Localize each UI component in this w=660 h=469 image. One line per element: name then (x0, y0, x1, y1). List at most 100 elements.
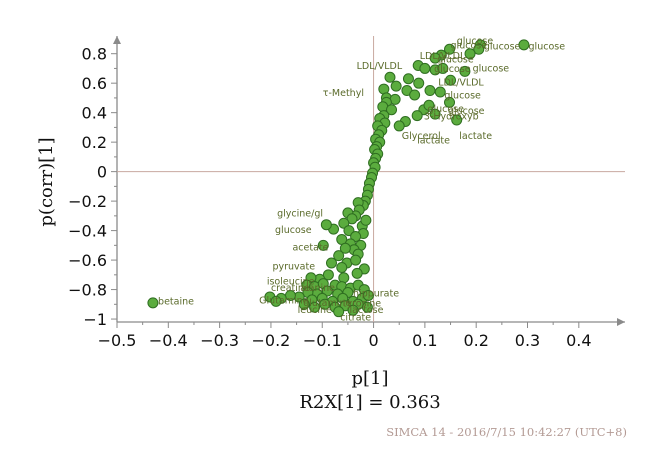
data-point (429, 52, 441, 64)
point-label: glucose (275, 225, 312, 236)
data-point (429, 108, 441, 120)
point-label: tyrosine (343, 299, 381, 310)
y-tick-label: −1 (83, 310, 107, 329)
data-point (270, 295, 282, 307)
data-point (309, 301, 321, 313)
y-tick-label: 0.2 (82, 133, 107, 152)
x-axis-label: p[1] (351, 368, 388, 389)
x-tick-label: −0.5 (98, 331, 137, 350)
point-label: alanine (300, 283, 335, 294)
data-point (444, 43, 456, 55)
data-point (386, 104, 398, 116)
data-point (419, 62, 431, 74)
x-tick-labels: −0.5 −0.4 −0.3 −0.2 −0.1 0 0.1 0.2 0.3 0.4 (98, 331, 592, 350)
y-tick-label: −0.8 (68, 281, 107, 300)
y-tick-label: −0.6 (68, 251, 107, 270)
y-tick-labels: −1 −0.8 −0.6 −0.4 −0.2 0 0.2 0.4 0.6 0.8 (68, 45, 107, 329)
data-point (423, 99, 435, 111)
point-label: τ-Methyl (323, 88, 364, 99)
point-label: lactate (417, 136, 450, 147)
data-point (437, 62, 449, 74)
x-tick-label: −0.2 (252, 331, 291, 350)
point-label: glycine/gl (277, 209, 323, 220)
x-tick-label: 0 (368, 331, 378, 350)
point-label: lactate (459, 131, 492, 142)
x-tick-label: 0.3 (515, 331, 540, 350)
data-point (384, 71, 396, 83)
data-point (393, 120, 405, 132)
point-label: hippurate (353, 288, 399, 299)
point-label: glucose (444, 91, 481, 102)
point-label: lactose (349, 305, 383, 316)
point-label: glucose (473, 63, 510, 74)
data-point (424, 85, 436, 97)
x-tick-label: 0.1 (412, 331, 437, 350)
point-label: glucose (529, 41, 566, 52)
data-point (321, 285, 333, 297)
x-tick-label: −0.3 (200, 331, 239, 350)
point-label: glucose (451, 41, 488, 52)
data-point (402, 73, 414, 85)
x-tick-label: −0.1 (303, 331, 342, 350)
point-label: creatine (271, 283, 310, 294)
data-point (333, 250, 345, 262)
y-axis-arrow (113, 36, 121, 44)
data-point (351, 267, 363, 279)
data-point (338, 217, 350, 229)
y-tick-label: 0.4 (82, 104, 107, 123)
data-point (409, 89, 421, 101)
x-tick-label: 0.2 (463, 331, 488, 350)
data-point (339, 242, 351, 254)
point-label: glucose (457, 36, 494, 47)
data-point (350, 254, 362, 266)
data-point (444, 96, 456, 108)
point-label: acetate (292, 243, 328, 254)
point-label: leucine (298, 305, 332, 316)
y-tick-label: 0 (97, 163, 107, 182)
software-footer: SIMCA 14 - 2016/7/15 10:42:27 (UTC+8) (386, 425, 627, 439)
x-axis-arrow (617, 318, 625, 326)
point-label: betaine (158, 296, 194, 307)
y-tick-label: −0.2 (68, 192, 107, 211)
point-label: LDL/VLDL (420, 51, 466, 62)
point-label: glucose (434, 64, 471, 75)
point-label: glucose (427, 104, 464, 115)
data-point (451, 114, 463, 126)
data-point (390, 80, 402, 92)
point-label: Glycerol (402, 131, 441, 142)
point-label: glucose (437, 55, 474, 66)
point-label: glutamine (303, 298, 351, 309)
data-point (411, 110, 423, 122)
data-point (317, 239, 329, 251)
point-label: isoleucine (267, 276, 315, 287)
r2x-label: R2X[1] = 0.363 (299, 392, 440, 413)
data-point (322, 269, 334, 281)
data-point (336, 261, 348, 273)
data-point (319, 298, 331, 310)
point-label: LDL/VLDL (438, 77, 484, 88)
x-tick-label: −0.4 (149, 331, 188, 350)
data-point (360, 214, 372, 226)
point-label: 3-Hydroxyb (424, 111, 479, 122)
point-label: glucose (484, 41, 521, 52)
point-label: Glutamine (259, 296, 308, 307)
data-point (473, 43, 485, 55)
y-axis-label: p(corr)[1] (36, 137, 57, 226)
data-points (147, 39, 530, 318)
data-point (298, 298, 310, 310)
y-tick-label: −0.4 (68, 222, 107, 241)
data-point (347, 304, 359, 316)
y-tick-label: 0.6 (82, 74, 107, 93)
data-point (361, 301, 373, 313)
data-point (147, 297, 159, 309)
point-label: pyruvate (272, 262, 315, 273)
data-point (333, 306, 345, 318)
point-label: LDL/VLDL (357, 61, 403, 72)
data-point (338, 272, 350, 284)
data-point (518, 39, 530, 51)
data-point (413, 77, 425, 89)
point-label: citrate (340, 313, 371, 324)
data-point (350, 230, 362, 242)
